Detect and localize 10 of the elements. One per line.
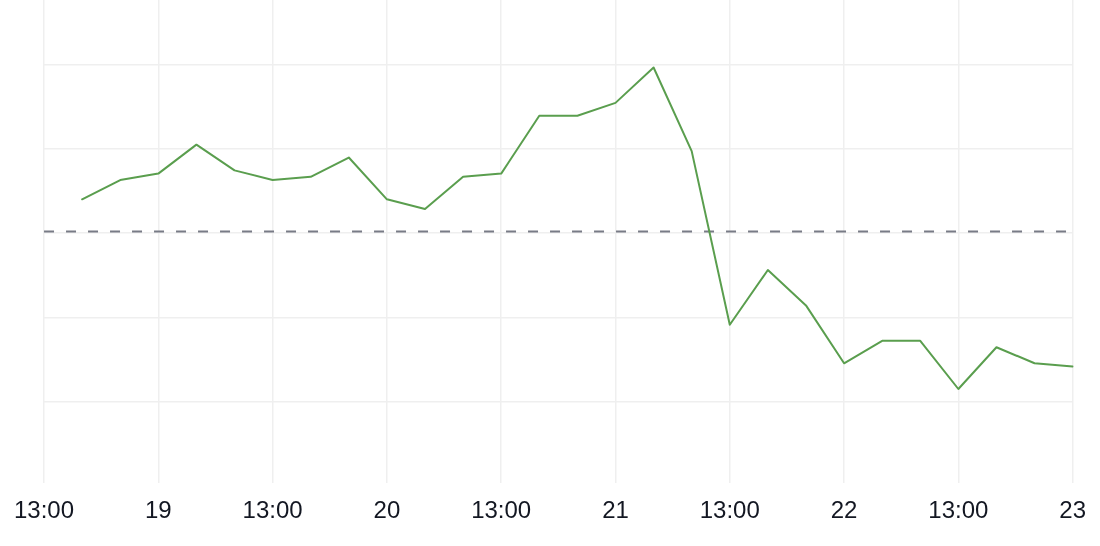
x-tick-label: 20 (373, 496, 401, 524)
x-tick-label: 13:00 (471, 496, 532, 524)
x-tick-label: 22 (830, 496, 858, 524)
x-tick-label: 13:00 (699, 496, 760, 524)
x-tick-label: 21 (602, 496, 629, 524)
x-tick-label: 13:00 (242, 496, 303, 524)
x-tick-label: 19 (144, 496, 172, 524)
x-tick-label: 13:00 (928, 496, 989, 524)
x-tick-label: 13:00 (14, 496, 75, 524)
x-tick-label: 23 (1059, 496, 1086, 524)
